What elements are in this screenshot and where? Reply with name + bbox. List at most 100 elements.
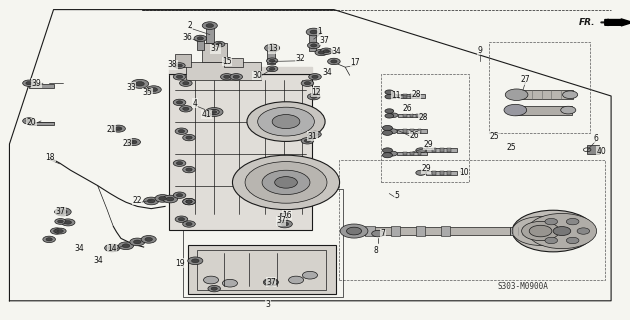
Text: 26: 26 — [410, 131, 420, 140]
Text: 6: 6 — [593, 134, 598, 143]
Text: 32: 32 — [295, 54, 305, 63]
Circle shape — [26, 82, 32, 85]
Text: 34: 34 — [331, 47, 341, 56]
Circle shape — [192, 259, 199, 263]
Bar — [418, 152, 421, 156]
Circle shape — [112, 125, 125, 132]
Circle shape — [566, 237, 579, 244]
Circle shape — [309, 74, 321, 80]
Circle shape — [258, 107, 314, 136]
Circle shape — [205, 108, 223, 116]
Circle shape — [173, 99, 186, 106]
Circle shape — [302, 271, 318, 279]
Circle shape — [55, 228, 66, 234]
Bar — [267, 48, 275, 64]
Bar — [398, 152, 427, 156]
Circle shape — [186, 200, 192, 203]
Circle shape — [265, 279, 277, 285]
Circle shape — [206, 24, 214, 28]
Text: 29: 29 — [421, 164, 431, 173]
Circle shape — [23, 80, 35, 86]
Circle shape — [331, 60, 337, 63]
Circle shape — [527, 213, 597, 249]
Text: 27: 27 — [520, 76, 530, 84]
Circle shape — [150, 88, 158, 92]
Bar — [398, 114, 425, 117]
Circle shape — [58, 211, 63, 213]
Circle shape — [309, 131, 321, 138]
Circle shape — [212, 111, 217, 113]
Circle shape — [289, 276, 304, 284]
Circle shape — [301, 138, 314, 144]
Text: 34: 34 — [93, 256, 103, 265]
Circle shape — [320, 48, 333, 54]
Circle shape — [115, 127, 122, 131]
Circle shape — [55, 219, 66, 224]
Bar — [416, 114, 420, 117]
Circle shape — [387, 129, 398, 134]
Circle shape — [245, 162, 327, 203]
Circle shape — [545, 219, 558, 225]
Circle shape — [176, 101, 183, 104]
Circle shape — [122, 244, 130, 248]
Circle shape — [174, 63, 185, 68]
Text: 14: 14 — [107, 244, 117, 253]
Circle shape — [176, 162, 183, 165]
Circle shape — [178, 218, 185, 221]
Circle shape — [186, 136, 192, 139]
Bar — [416, 94, 420, 98]
Circle shape — [146, 86, 161, 93]
Circle shape — [232, 155, 340, 210]
Circle shape — [50, 228, 63, 234]
Circle shape — [220, 74, 233, 80]
Text: 9: 9 — [478, 46, 483, 55]
Text: 36: 36 — [183, 33, 193, 42]
Circle shape — [55, 208, 71, 216]
Circle shape — [58, 220, 63, 223]
Text: 35: 35 — [142, 88, 152, 97]
Text: 40: 40 — [596, 147, 606, 156]
FancyArrow shape — [605, 19, 630, 26]
Bar — [197, 250, 326, 290]
Circle shape — [214, 41, 225, 47]
Circle shape — [130, 140, 137, 144]
Circle shape — [203, 276, 219, 284]
Bar — [29, 122, 54, 125]
Text: 22: 22 — [132, 196, 142, 205]
Bar — [510, 227, 548, 235]
Circle shape — [147, 199, 155, 203]
Circle shape — [272, 115, 300, 129]
Bar — [426, 148, 457, 152]
Circle shape — [512, 217, 569, 245]
Circle shape — [529, 225, 552, 237]
Bar — [426, 171, 457, 175]
Text: 20: 20 — [26, 118, 37, 127]
Bar — [398, 129, 427, 133]
Circle shape — [180, 106, 192, 112]
Bar — [314, 86, 319, 96]
Text: 37: 37 — [266, 278, 276, 287]
Circle shape — [186, 222, 192, 226]
Bar — [309, 32, 316, 51]
Bar — [411, 129, 414, 133]
Bar — [517, 90, 573, 99]
Circle shape — [230, 74, 243, 80]
Circle shape — [145, 237, 152, 241]
Circle shape — [159, 196, 166, 200]
Text: 37: 37 — [55, 207, 66, 216]
Circle shape — [175, 128, 188, 134]
Circle shape — [553, 227, 571, 236]
Text: 25: 25 — [489, 132, 499, 141]
Text: 21: 21 — [106, 125, 116, 134]
Circle shape — [304, 139, 311, 142]
Polygon shape — [169, 67, 312, 74]
Circle shape — [277, 220, 292, 228]
Circle shape — [312, 75, 318, 78]
Circle shape — [340, 224, 368, 238]
Bar — [441, 226, 450, 236]
Circle shape — [301, 80, 314, 86]
Bar — [447, 148, 451, 152]
Circle shape — [268, 281, 274, 284]
Text: 11: 11 — [391, 92, 401, 100]
Circle shape — [323, 50, 329, 53]
